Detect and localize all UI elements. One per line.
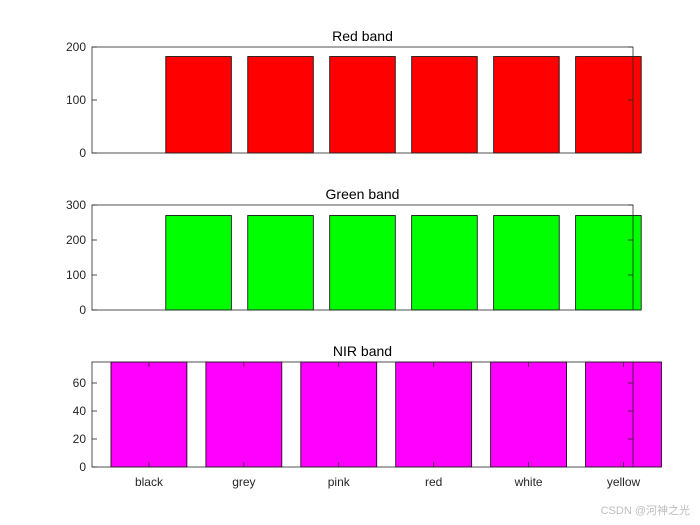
bar-red-band-red [411, 56, 478, 154]
bar-green-band-white [493, 215, 560, 311]
subplots: 0 100 200 Red band 0 100 200 300 Green band 0 20 40… [66, 28, 662, 489]
bar-red-band-black [165, 56, 232, 154]
subplot-green-band: 0 100 200 300 Green band [66, 186, 642, 317]
bar-nir-band-black [110, 361, 188, 468]
subplot-title-green-band: Green band [326, 186, 400, 202]
bar-green-band-black [165, 215, 232, 311]
xtick-label-grey: grey [232, 475, 255, 489]
axes-box-green-band [91, 204, 634, 311]
bar-red-band-pink [329, 56, 396, 154]
watermark-text: CSDN @河神之光 [601, 503, 690, 517]
xtick-label-white: white [514, 475, 543, 489]
ytick-label-nir-band-40: 40 [73, 404, 87, 418]
subplot-nir-band: 0 20 40 60 black grey pink red white yellow NIR ba… [73, 343, 662, 489]
axes-box-nir-band [91, 361, 634, 468]
xtick-label-black: black [135, 475, 164, 489]
ytick-label-green-band-100: 100 [66, 268, 86, 282]
bar-red-band-white [493, 56, 560, 154]
subplot-red-band: 0 100 200 Red band [66, 28, 642, 160]
ytick-label-red-band-0: 0 [79, 146, 86, 160]
ytick-label-red-band-100: 100 [66, 93, 86, 107]
ytick-label-red-band-200: 200 [66, 40, 86, 54]
bar-nir-band-grey [205, 361, 283, 468]
bar-red-band-yellow [575, 56, 642, 154]
subplot-title-nir-band: NIR band [333, 343, 392, 359]
ytick-label-nir-band-0: 0 [79, 460, 86, 474]
ytick-label-green-band-0: 0 [79, 303, 86, 317]
bar-green-band-grey [247, 215, 314, 311]
xtick-label-red: red [425, 475, 442, 489]
xtick-label-yellow: yellow [607, 475, 641, 489]
bar-nir-band-yellow [585, 361, 662, 468]
bar-nir-band-pink [300, 361, 378, 468]
ytick-label-nir-band-60: 60 [73, 376, 87, 390]
bar-green-band-pink [329, 215, 396, 311]
ytick-label-green-band-300: 300 [66, 198, 86, 212]
bar-nir-band-red [395, 361, 473, 468]
subplot-title-red-band: Red band [332, 28, 393, 44]
bar-green-band-red [411, 215, 478, 311]
bar-nir-band-white [490, 361, 567, 468]
ytick-label-green-band-200: 200 [66, 233, 86, 247]
bar-red-band-grey [247, 56, 314, 154]
bar-green-band-yellow [575, 215, 642, 311]
xtick-label-pink: pink [328, 475, 351, 489]
ytick-label-nir-band-20: 20 [73, 432, 87, 446]
